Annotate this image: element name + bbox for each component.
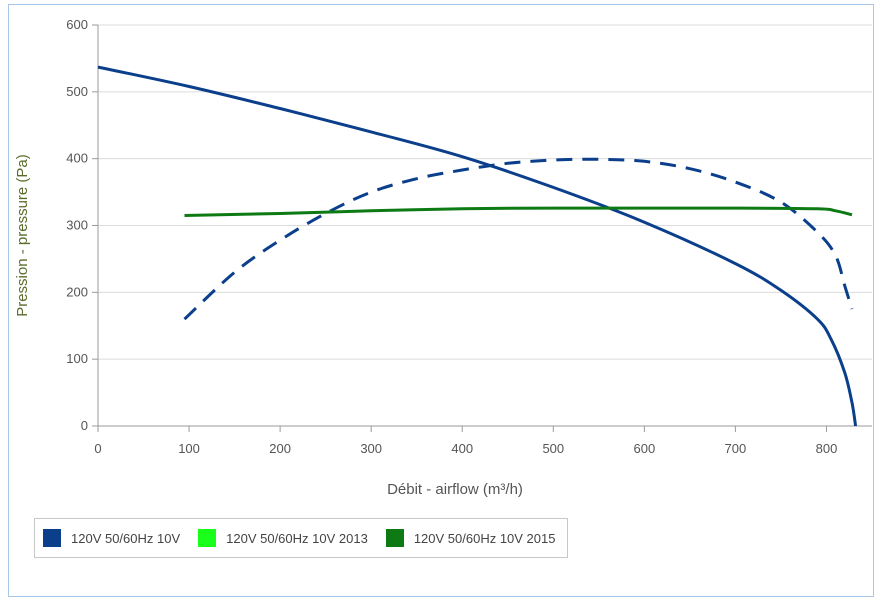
y-tick-label: 100 [66, 351, 88, 366]
legend-item[interactable]: 120V 50/60Hz 10V 2013 [198, 529, 368, 547]
legend: 120V 50/60Hz 10V 120V 50/60Hz 10V 2013 1… [34, 518, 569, 558]
x-axis-ticks: 0 100 200 300 400 500 600 700 800 [94, 426, 837, 456]
legend-label: 120V 50/60Hz 10V 2013 [226, 530, 368, 546]
series-line-0[interactable] [97, 65, 858, 427]
y-axis-label: Pression - pressure (Pa) [14, 154, 31, 317]
x-axis-label: Débit - airflow (m³/h) [387, 481, 523, 498]
legend-swatch [43, 529, 61, 547]
y-axis-ticks: 0 100 200 300 400 500 600 [66, 17, 98, 433]
grid [97, 24, 872, 427]
x-tick-label: 200 [269, 441, 291, 456]
x-tick-label: 800 [816, 441, 838, 456]
legend-item[interactable]: 120V 50/60Hz 10V 2015 [385, 529, 556, 547]
series-line-1[interactable] [183, 157, 854, 321]
legend-item[interactable]: 120V 50/60Hz 10V [43, 529, 180, 547]
y-tick-label: 0 [81, 418, 88, 433]
x-tick-label: 300 [360, 441, 382, 456]
x-tick-label: 0 [94, 441, 101, 456]
chart-frame [8, 4, 874, 597]
x-tick-label: 600 [634, 441, 656, 456]
y-tick-label: 200 [66, 284, 88, 299]
x-tick-label: 400 [451, 441, 473, 456]
legend-label: 120V 50/60Hz 10V 2015 [413, 530, 556, 546]
legend-swatch [385, 529, 404, 547]
legend-label: 120V 50/60Hz 10V [71, 530, 181, 546]
x-tick-label: 700 [725, 441, 747, 456]
series-layer [97, 65, 858, 427]
series-line-2[interactable] [184, 206, 853, 217]
y-tick-label: 400 [66, 151, 88, 166]
x-tick-label: 100 [178, 441, 200, 456]
x-tick-label: 500 [542, 441, 564, 456]
y-tick-label: 300 [66, 218, 88, 233]
y-tick-label: 500 [66, 84, 88, 99]
y-tick-label: 600 [66, 17, 88, 32]
legend-swatch [198, 529, 217, 547]
